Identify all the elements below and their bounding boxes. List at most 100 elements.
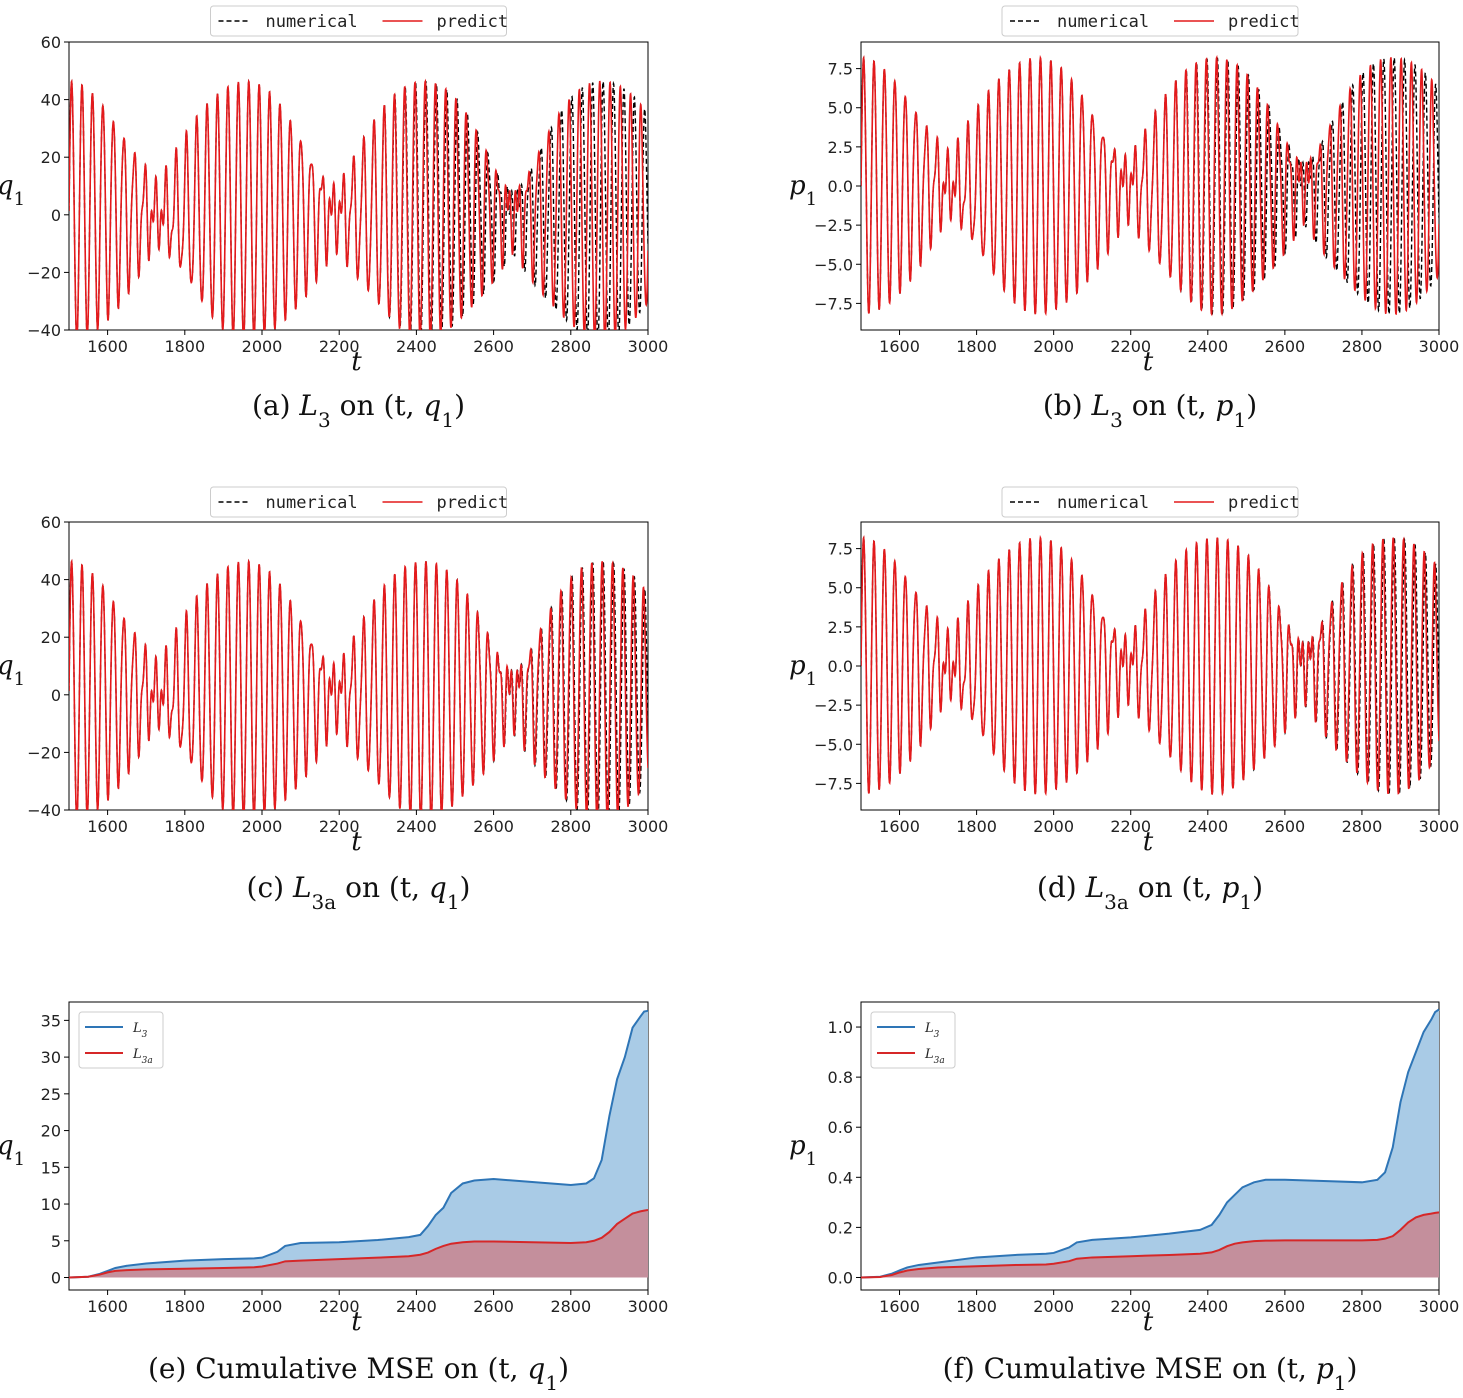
x-tick-label: 3000 [628, 337, 669, 356]
x-tick-label: 2600 [473, 817, 514, 836]
x-tick-label: 2000 [1033, 337, 1074, 356]
legend-label-predict: predict [1228, 493, 1300, 513]
legend-label-numerical: numerical [1057, 12, 1149, 32]
x-tick-label: 1600 [879, 1297, 920, 1316]
legend-label-L3: L3 [132, 1021, 148, 1040]
x-tick-label: 1800 [164, 817, 205, 836]
y-tick-label: 0.4 [828, 1168, 853, 1187]
legend-box [1001, 486, 1299, 518]
y-tick-label: 20 [41, 148, 61, 167]
y-tick-label: 40 [41, 91, 61, 110]
x-tick-label: 2400 [1187, 337, 1228, 356]
y-tick-label: 5 [51, 1232, 61, 1251]
x-axis-label: t [1143, 827, 1154, 857]
y-tick-label: 35 [41, 1011, 61, 1030]
y-tick-label: −20 [27, 263, 61, 282]
caption-a: (a) L3 on (t, q1) [252, 389, 465, 432]
x-tick-label: 2200 [1110, 1297, 1151, 1316]
y-tick-label: 2.5 [828, 138, 853, 157]
x-tick-label: 2400 [396, 817, 437, 836]
x-tick-label: 2800 [550, 337, 591, 356]
area-L3 [69, 1010, 648, 1278]
x-axis-label: t [351, 827, 362, 857]
series-predict [861, 54, 1439, 317]
y-tick-label: 0.0 [828, 1268, 853, 1287]
x-tick-label: 2800 [1342, 337, 1383, 356]
caption-c: (c) L3a on (t, q1) [247, 871, 471, 914]
x-tick-label: 2000 [242, 337, 283, 356]
line-L3a [860, 1211, 1440, 1279]
x-tick-label: 1800 [164, 337, 205, 356]
x-tick-label: 1600 [879, 337, 920, 356]
x-tick-label: 2400 [396, 337, 437, 356]
legend-label-predict: predict [1228, 12, 1300, 32]
y-tick-label: 5.0 [828, 99, 853, 118]
y-tick-label: 7.5 [828, 60, 853, 79]
y-tick-label: −2.5 [814, 216, 853, 235]
legend-label-numerical: numerical [266, 12, 358, 32]
x-tick-label: 1600 [87, 337, 128, 356]
panel-c: 1600 1800 2000 2200 2400 2600 2800 3000 −40 −20 0 2… [0, 486, 669, 914]
legend-label-predict: predict [437, 12, 509, 32]
x-tick-label: 2600 [473, 1297, 514, 1316]
y-axis-label: q1 [0, 651, 25, 690]
panel-d: 1600 1800 2000 2200 2400 2600 2800 3000 −7.5 −5.0… [789, 486, 1459, 914]
x-tick-label: 1800 [164, 1297, 205, 1316]
y-tick-label: −2.5 [814, 696, 853, 715]
x-tick-label: 2200 [1110, 817, 1151, 836]
x-tick-label: 2800 [1342, 1297, 1383, 1316]
y-tick-label: 20 [41, 628, 61, 647]
legend-label-numerical: numerical [266, 493, 358, 513]
x-tick-label: 1600 [87, 1297, 128, 1316]
x-tick-label: 1800 [956, 817, 997, 836]
x-tick-label: 2000 [1033, 1297, 1074, 1316]
y-tick-label: 0 [51, 686, 61, 705]
x-tick-label: 2800 [1342, 817, 1383, 836]
series-predict [69, 78, 648, 330]
y-axis-label: q1 [0, 171, 25, 210]
panel-b: 1600 1800 2000 2200 2400 2600 2800 3000 −7.5 −5.0… [789, 5, 1460, 432]
x-tick-label: 2200 [1110, 337, 1151, 356]
area-L3a [861, 1212, 1439, 1278]
x-tick-label: 2200 [319, 1297, 360, 1316]
legend-label-L3a: L3a [924, 1047, 945, 1066]
y-tick-label: 5.0 [828, 579, 853, 598]
x-axis-label: t [351, 347, 362, 377]
x-tick-label: 2600 [473, 337, 514, 356]
y-tick-label: −7.5 [814, 774, 853, 793]
x-tick-label: 1800 [956, 337, 997, 356]
caption-d: (d) L3a on (t, p1) [1037, 871, 1263, 914]
panel-e: 1600 1800 2000 2200 2400 2600 2800 3000 0 5 10 15 20… [0, 1001, 668, 1395]
x-tick-label: 2000 [242, 817, 283, 836]
line-L3 [860, 1008, 1440, 1279]
y-tick-label: −40 [27, 801, 61, 820]
x-tick-label: 2800 [550, 1297, 591, 1316]
x-tick-label: 2200 [319, 817, 360, 836]
y-tick-label: 0 [51, 206, 61, 225]
x-tick-label: 3000 [628, 817, 669, 836]
y-tick-label: 1.0 [828, 1018, 853, 1037]
caption-f: (f) Cumulative MSE on (t, p1) [943, 1352, 1358, 1394]
legend-label-L3a: L3a [132, 1047, 153, 1066]
x-tick-label: 2400 [1187, 817, 1228, 836]
y-tick-label: −7.5 [814, 294, 853, 313]
y-tick-label: 30 [41, 1048, 61, 1067]
x-tick-label: 3000 [1419, 337, 1460, 356]
series-predict [861, 534, 1439, 797]
y-tick-label: −5.0 [814, 735, 853, 754]
legend-box [210, 5, 507, 37]
x-tick-label: 2200 [319, 337, 360, 356]
caption-e: (e) Cumulative MSE on (t, q1) [148, 1352, 569, 1394]
x-tick-label: 2600 [1265, 1297, 1306, 1316]
x-tick-label: 2000 [1033, 817, 1074, 836]
y-tick-label: 0.8 [828, 1068, 853, 1087]
y-tick-label: 0.2 [828, 1218, 853, 1237]
y-tick-label: 0.0 [828, 657, 853, 676]
legend-box [1001, 5, 1299, 37]
y-tick-label: −20 [27, 743, 61, 762]
y-tick-label: 0 [51, 1269, 61, 1288]
y-axis-label: q1 [0, 1131, 25, 1170]
